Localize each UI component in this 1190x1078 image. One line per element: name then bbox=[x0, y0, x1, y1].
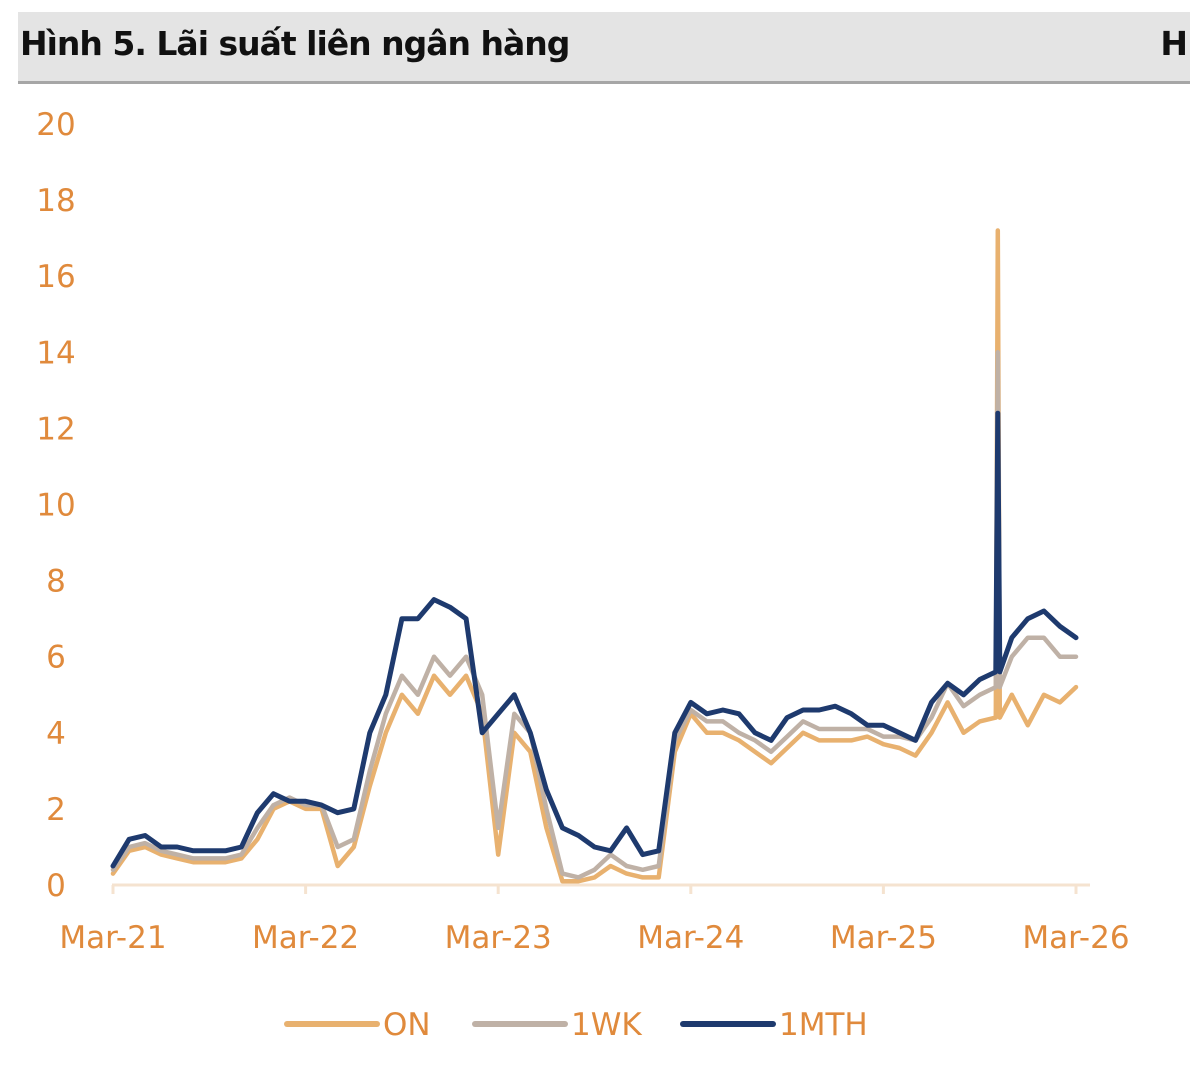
y-tick-label: 18 bbox=[36, 183, 75, 219]
y-tick-label: 14 bbox=[36, 335, 75, 371]
series-line-1wk bbox=[110, 350, 1079, 880]
y-tick-label: 16 bbox=[36, 259, 75, 295]
x-tick-label: Mar-26 bbox=[1022, 920, 1129, 956]
x-tick-label: Mar-24 bbox=[637, 920, 744, 956]
y-tick-label: 20 bbox=[36, 107, 75, 143]
y-tick-label: 6 bbox=[46, 640, 66, 676]
series-line-on bbox=[110, 228, 1079, 884]
legend: ON 1WK 1MTH bbox=[284, 1007, 868, 1043]
clipped-header-text: H bbox=[1160, 24, 1188, 63]
y-tick-label: 4 bbox=[46, 716, 66, 752]
x-tick-label: Mar-25 bbox=[830, 920, 937, 956]
figure-title: Hình 5. Lãi suất liên ngân hàng bbox=[20, 24, 570, 63]
y-tick-label: 12 bbox=[36, 411, 75, 447]
legend-label-on: ON bbox=[383, 1007, 431, 1043]
y-tick-label: 0 bbox=[46, 868, 66, 904]
y-axis: 0 2 4 6 8 10 12 14 16 18 20 bbox=[36, 107, 75, 904]
legend-label-1wk: 1WK bbox=[571, 1007, 642, 1043]
figure-header-bar: Hình 5. Lãi suất liên ngân hàng H bbox=[18, 12, 1190, 84]
y-tick-label: 10 bbox=[36, 488, 75, 524]
series-lines bbox=[110, 228, 1079, 884]
legend-label-1mth: 1MTH bbox=[779, 1007, 868, 1043]
series-line-1mth bbox=[110, 410, 1079, 869]
y-tick-label: 2 bbox=[46, 792, 66, 828]
x-tick-label: Mar-22 bbox=[252, 920, 359, 956]
x-axis: Mar-21 Mar-22 Mar-23 Mar-24 Mar-25 Mar-26 bbox=[59, 883, 1130, 956]
x-tick-label: Mar-21 bbox=[59, 920, 166, 956]
x-tick-label: Mar-23 bbox=[445, 920, 552, 956]
y-tick-label: 8 bbox=[46, 564, 66, 600]
